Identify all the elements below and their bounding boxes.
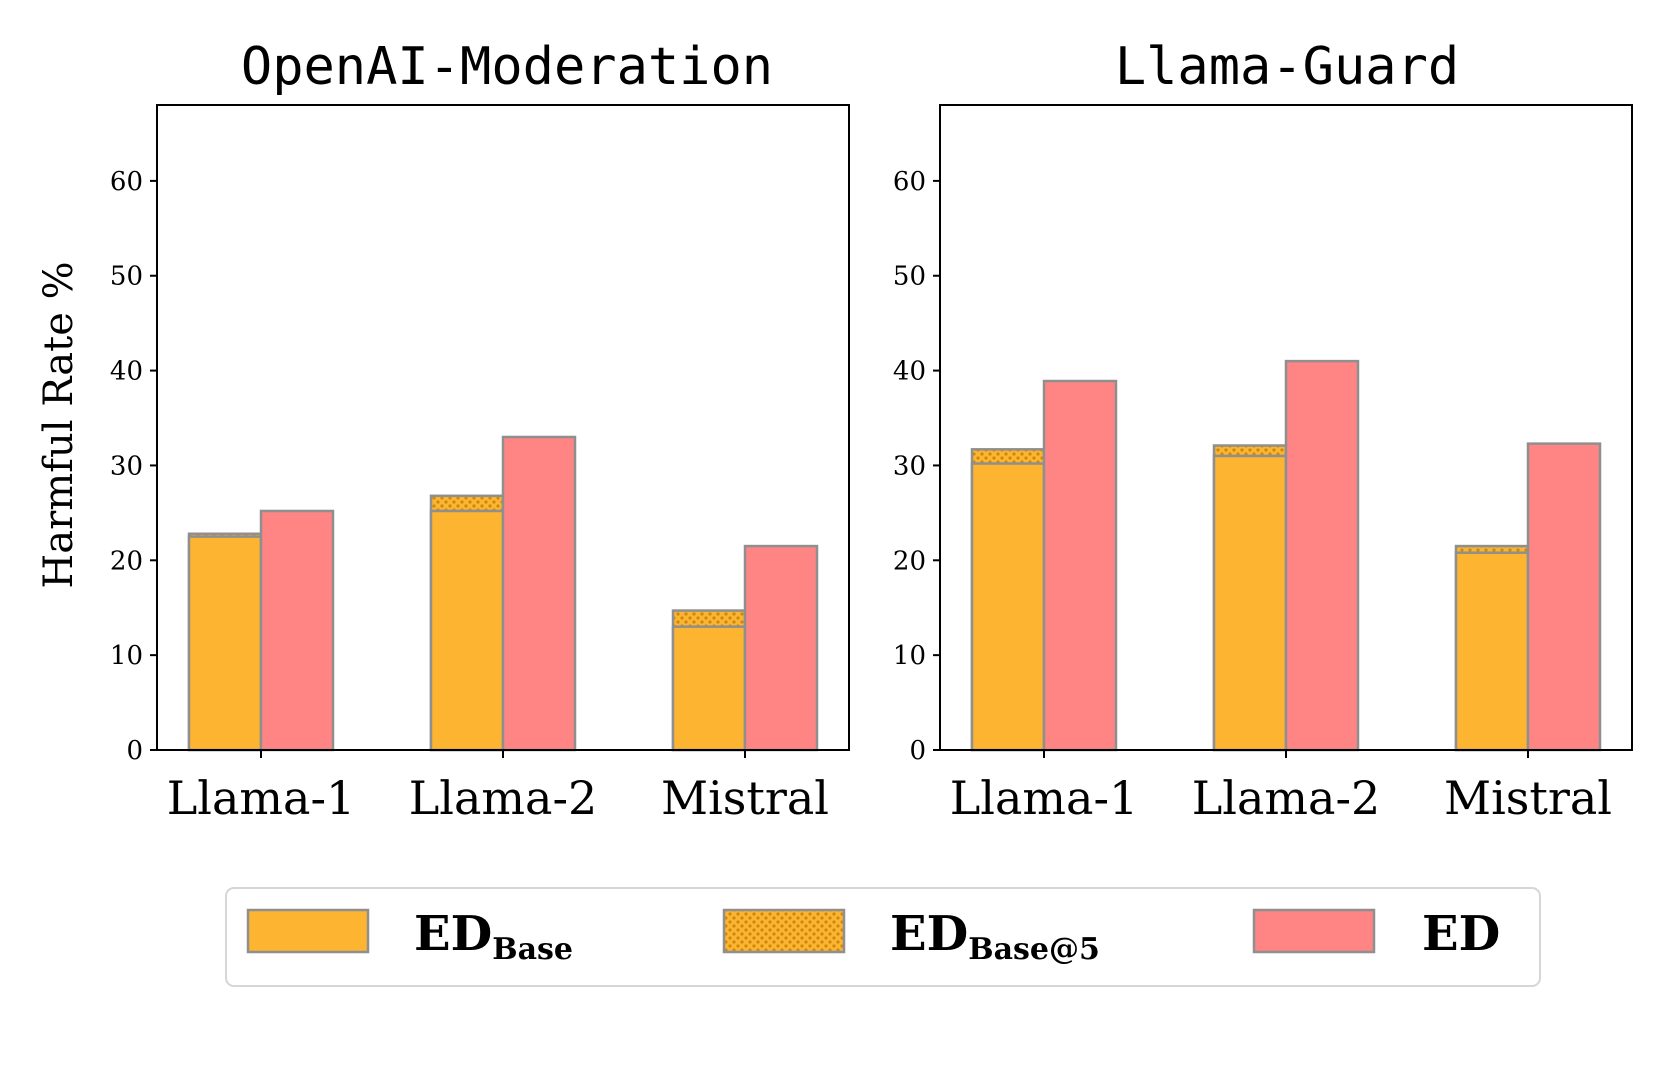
legend-label-ed-base-at-5: EDBase@5: [890, 906, 1100, 967]
bar-marks: [187, 435, 819, 752]
y-tick-label: 40: [893, 357, 926, 387]
bar-ed-mistral: [743, 544, 819, 752]
bar-ed-base-mistral: [671, 625, 747, 752]
plot-frame: [939, 104, 1633, 751]
chart-panel-llama-guard: Llama-Guard 0 10 20 30 40 50 60 Llama-1 Llama-2…: [893, 37, 1633, 825]
bar-ed-llama-1: [259, 509, 335, 752]
panel-title: OpenAI-Moderation: [241, 37, 773, 97]
y-tick-label: 20: [893, 546, 926, 576]
legend: EDBase EDBase@5 ED: [225, 887, 1541, 987]
legend-label-ed: ED: [1422, 906, 1500, 962]
plot-frame: [156, 104, 850, 751]
y-tick-label: 50: [110, 262, 143, 292]
x-tick-label: Llama-2: [409, 771, 598, 825]
y-tick-label: 60: [110, 167, 143, 197]
y-ticks: 0 10 20 30 40 50 60: [110, 167, 157, 766]
y-tick-label: 0: [909, 736, 926, 766]
legend-swatch-ed-base-at-5: [722, 908, 846, 954]
y-axis-label: Harmful Rate %: [36, 261, 82, 588]
x-tick-label: Llama-1: [167, 771, 356, 825]
x-ticks: Llama-1 Llama-2 Mistral: [950, 750, 1612, 825]
y-tick-label: 30: [110, 451, 143, 481]
bar-ed-base-mistral: [1454, 551, 1530, 752]
y-tick-label: 60: [893, 167, 926, 197]
y-tick-label: 10: [893, 641, 926, 671]
bar-ed-base-llama-1: [970, 462, 1046, 752]
y-tick-label: 40: [110, 357, 143, 387]
bar-ed-mistral: [1526, 442, 1602, 752]
bar-ed-llama-2: [501, 435, 577, 752]
y-tick-label: 30: [893, 451, 926, 481]
y-ticks: 0 10 20 30 40 50 60: [893, 167, 940, 766]
legend-swatch-ed: [1252, 908, 1376, 954]
bar-ed-base-llama-2: [1212, 454, 1288, 752]
x-ticks: Llama-1 Llama-2 Mistral: [167, 750, 829, 825]
x-tick-label: Mistral: [661, 771, 829, 825]
y-tick-label: 50: [893, 262, 926, 292]
legend-label-ed-base: EDBase: [414, 906, 573, 967]
legend-box: [225, 887, 1541, 987]
bar-ed-llama-2: [1284, 359, 1360, 752]
x-tick-label: Llama-1: [950, 771, 1139, 825]
panel-title: Llama-Guard: [1115, 37, 1459, 97]
bar-marks: [970, 359, 1602, 752]
bar-ed-base-llama-2: [429, 509, 505, 752]
y-tick-label: 0: [126, 736, 143, 766]
y-tick-label: 10: [110, 641, 143, 671]
x-tick-label: Llama-2: [1192, 771, 1381, 825]
bar-ed-llama-1: [1042, 379, 1118, 752]
legend-swatch-ed-base: [246, 908, 370, 954]
y-tick-label: 20: [110, 546, 143, 576]
x-tick-label: Mistral: [1444, 771, 1612, 825]
bar-ed-base-llama-1: [187, 535, 263, 752]
